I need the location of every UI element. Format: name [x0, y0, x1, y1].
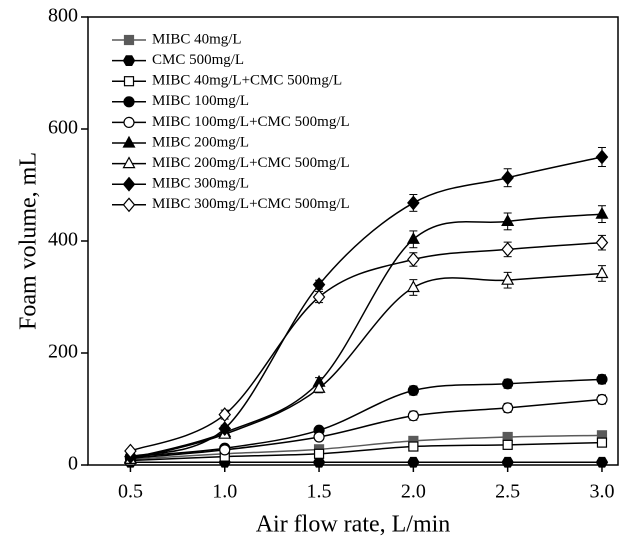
y-tick-label: 800 — [48, 5, 78, 27]
x-tick-label: 2.5 — [495, 481, 520, 503]
data-point — [407, 252, 420, 267]
data-point — [501, 170, 514, 186]
data-point — [501, 241, 514, 257]
legend-label: MIBC 200mg/L — [152, 134, 249, 150]
y-tick-label: 600 — [48, 117, 78, 139]
data-point — [596, 393, 608, 406]
legend-label: MIBC 40mg/L+CMC 500mg/L — [152, 73, 342, 89]
data-point — [218, 421, 232, 437]
x-tick-label: 1.5 — [307, 481, 332, 503]
data-point — [218, 407, 232, 423]
data-point — [502, 439, 513, 450]
data-point — [219, 444, 231, 456]
data-point — [596, 437, 608, 448]
data-point — [407, 410, 419, 422]
legend-marker — [122, 176, 136, 192]
legend-marker — [122, 135, 136, 148]
data-point — [313, 448, 325, 459]
legend-marker — [123, 96, 135, 108]
legend-marker — [122, 55, 136, 66]
data-point — [407, 384, 419, 397]
series-line — [130, 434, 602, 461]
data-point — [596, 373, 608, 385]
data-point — [595, 149, 609, 165]
series-line — [130, 378, 603, 458]
series-line — [130, 241, 603, 452]
legend-label: MIBC 40mg/L — [152, 31, 242, 47]
legend-marker — [122, 156, 136, 169]
data-point — [501, 214, 515, 226]
x-axis-label: Air flow rate, L/min — [256, 512, 451, 538]
data-point — [312, 381, 326, 393]
data-point — [595, 206, 609, 219]
legend-label: CMC 500mg/L — [152, 52, 244, 68]
x-tick-label: 1.0 — [212, 481, 237, 503]
y-tick-label: 400 — [48, 229, 78, 251]
x-tick-label: 0.5 — [118, 481, 143, 503]
legend-label: MIBC 300mg/L — [152, 176, 249, 192]
x-tick-label: 3.0 — [589, 481, 614, 503]
data-point — [406, 280, 420, 293]
data-point — [502, 378, 514, 390]
series-line — [130, 441, 602, 462]
legend-marker — [123, 34, 135, 46]
data-point — [502, 402, 514, 414]
data-point — [312, 289, 326, 305]
data-point — [501, 272, 515, 285]
data-point — [408, 441, 419, 452]
legend-label: MIBC 300mg/L+CMC 500mg/L — [152, 196, 350, 212]
data-point — [313, 431, 325, 443]
data-point — [501, 456, 514, 468]
y-axis-label: Foam volume, mL — [16, 152, 42, 330]
data-point — [595, 456, 609, 468]
data-point — [407, 195, 420, 211]
legend-label: MIBC 200mg/L+CMC 500mg/L — [152, 155, 350, 171]
legend-marker — [123, 76, 135, 87]
legend-label: MIBC 100mg/L — [152, 93, 249, 109]
y-tick-label: 200 — [48, 341, 78, 363]
data-point — [406, 232, 420, 244]
data-point — [595, 266, 609, 279]
data-point — [407, 456, 420, 468]
legend-label: MIBC 100mg/L+CMC 500mg/L — [152, 114, 350, 130]
y-tick-label: 0 — [68, 453, 78, 475]
series-line — [130, 272, 603, 461]
series-line — [130, 398, 603, 460]
data-point — [595, 235, 609, 251]
legend-marker — [123, 116, 135, 129]
data-point — [124, 443, 137, 459]
legend-marker — [122, 197, 136, 213]
x-tick-label: 2.0 — [401, 481, 426, 503]
